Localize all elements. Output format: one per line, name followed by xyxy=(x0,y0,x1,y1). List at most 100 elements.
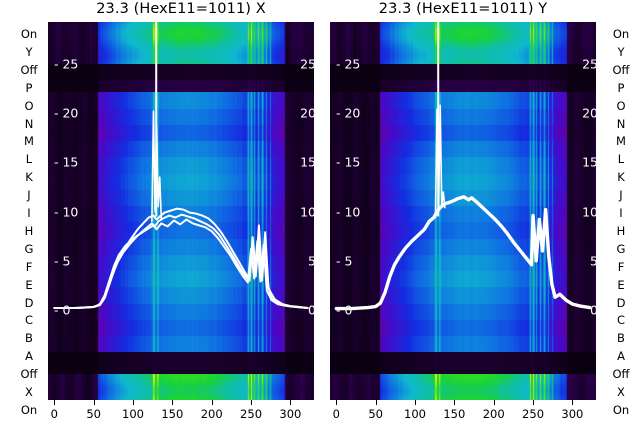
heatmap-region-main-body xyxy=(330,92,596,352)
panel-right: 23.3 (HexE11=1011) Y - 25 25 - 20 20 - 15 15 -… xyxy=(330,1,596,400)
y-tick-label-left-10: - 10 xyxy=(54,204,79,220)
category-label-right-17: B xyxy=(617,331,625,346)
category-label-left-16: C xyxy=(24,313,34,328)
category-label-left-6: M xyxy=(24,134,34,149)
category-label-left-14: E xyxy=(25,277,33,292)
category-label-left-3: P xyxy=(25,80,33,95)
category-label-left-9: J xyxy=(27,188,31,203)
trace-overlay xyxy=(53,22,309,310)
y-tick-label-left-0: - 0 xyxy=(54,302,71,318)
category-label-left-2: Off xyxy=(20,62,38,77)
x-tick-label-right-50: 50 xyxy=(368,407,383,421)
category-label-right-10: I xyxy=(619,206,623,221)
y-tick-label-left-10: - 10 xyxy=(336,204,361,220)
category-label-right-20: X xyxy=(617,385,625,400)
trace-trace-3 xyxy=(53,213,309,310)
y-tick-label-left-25: - 25 xyxy=(54,56,79,72)
category-label-left-19: Off xyxy=(20,367,38,382)
y-tick-label-left-5: - 5 xyxy=(336,253,353,269)
y-tick-label-right-10: 10 xyxy=(300,204,314,220)
category-label-right-19: Off xyxy=(612,367,630,382)
y-tick-label-right-5: 5 xyxy=(308,253,314,269)
category-label-right-7: L xyxy=(617,152,625,167)
category-label-left-4: O xyxy=(24,98,34,113)
category-label-right-8: K xyxy=(617,170,625,185)
y-tick-label-right-20: 20 xyxy=(300,105,314,121)
x-tick-label-right-0: 0 xyxy=(332,407,340,421)
category-label-left-15: D xyxy=(24,295,34,310)
y-tick-label-right-0: 0 xyxy=(308,302,314,318)
heatmap-region-gap-2 xyxy=(330,80,596,92)
y-tick-label-left-5: - 5 xyxy=(54,253,71,269)
category-label-left-1: Y xyxy=(25,44,33,59)
x-tick-label-left-0: 0 xyxy=(50,407,58,421)
category-label-right-14: E xyxy=(617,277,625,292)
y-tick-label-right-25: 25 xyxy=(582,56,596,72)
category-label-right-18: A xyxy=(617,349,625,364)
category-label-right-11: H xyxy=(616,223,626,238)
panel-left-title: 23.3 (HexE11=1011) X xyxy=(96,1,266,17)
y-tick-label-right-20: 20 xyxy=(582,105,596,121)
x-tick-right-50 xyxy=(375,400,377,405)
x-tick-label-right-150: 150 xyxy=(443,407,466,421)
panel-right-title: 23.3 (HexE11=1011) Y xyxy=(378,1,548,17)
category-label-right-12: G xyxy=(616,241,626,256)
heatmap-region-top-strip xyxy=(330,22,596,64)
x-tick-label-left-300: 300 xyxy=(279,407,302,421)
x-tick-label-right-200: 200 xyxy=(482,407,505,421)
x-tick-right-300 xyxy=(572,400,574,405)
y-tick-label-right-25: 25 xyxy=(300,56,314,72)
trace-trace-2 xyxy=(53,218,309,310)
x-tick-label-left-200: 200 xyxy=(200,407,223,421)
y-tick-label-left-25: - 25 xyxy=(336,56,361,72)
heatmap-region-bottom-strip xyxy=(330,374,596,400)
heatmap-region-top-strip xyxy=(48,22,314,64)
x-tick-label-right-100: 100 xyxy=(404,407,426,421)
x-tick-label-left-100: 100 xyxy=(122,407,144,421)
y-tick-label-left-15: - 15 xyxy=(54,154,79,170)
heatmap-region-gap-1 xyxy=(330,64,596,80)
heatmap-region-gap-2 xyxy=(48,80,314,92)
category-label-right-1: Y xyxy=(617,44,625,59)
trace-spike-cluster-130 xyxy=(434,104,446,219)
panel-left-plot-area[interactable]: - 25 25 - 20 20 - 15 15 - 10 10 - 5 5 - 0 0 xyxy=(48,22,314,400)
heatmap-region-main-body xyxy=(48,92,314,352)
panel-right-plot-area[interactable]: - 25 25 - 20 20 - 15 15 - 10 10 - 5 5 - 0 0 xyxy=(330,22,596,400)
y-tick-label-right-15: 15 xyxy=(582,154,596,170)
x-tick-left-300 xyxy=(290,400,292,405)
category-label-left-8: K xyxy=(25,170,33,185)
category-label-right-2: Off xyxy=(612,62,630,77)
category-label-left-13: F xyxy=(25,259,33,274)
category-label-left-5: N xyxy=(24,116,34,131)
category-label-right-6: M xyxy=(616,134,626,149)
y-tick-label-left-20: - 20 xyxy=(54,105,79,121)
left-category-axis: On Y Off P O N M L K J I H G F E D C B A Off X On xyxy=(12,22,46,417)
x-tick-left-150 xyxy=(172,400,174,405)
heatmap-region-gap-1 xyxy=(48,64,314,80)
y-tick-label-right-0: 0 xyxy=(590,302,596,318)
x-tick-right-100 xyxy=(414,400,416,405)
x-tick-right-200 xyxy=(493,400,495,405)
panel-left: 23.3 (HexE11=1011) X - 25 25- 20 20- 15 15-… xyxy=(48,1,314,400)
x-axis-left: 0 50 100 150 200 250 300 xyxy=(48,400,314,430)
x-tick-label-right-250: 250 xyxy=(522,407,545,421)
x-tick-left-200 xyxy=(211,400,213,405)
category-label-right-3: P xyxy=(617,80,625,95)
x-tick-label-left-50: 50 xyxy=(86,407,101,421)
trace-trace-main xyxy=(334,195,592,311)
x-tick-left-250 xyxy=(251,400,253,405)
category-label-left-17: B xyxy=(25,331,33,346)
category-label-left-7: L xyxy=(25,152,33,167)
y-tick-label-left-15: - 15 xyxy=(336,154,361,170)
x-tick-label-left-250: 250 xyxy=(240,407,263,421)
category-label-right-21: On xyxy=(612,403,630,417)
x-tick-left-100 xyxy=(132,400,134,405)
y-tick-label-right-5: 5 xyxy=(590,253,596,269)
y-tick-label-left-20: - 20 xyxy=(336,105,361,121)
category-label-right-4: O xyxy=(616,98,626,113)
x-tick-label-right-300: 300 xyxy=(561,407,584,421)
category-label-left-12: G xyxy=(24,241,34,256)
category-label-right-15: D xyxy=(616,295,626,310)
category-label-right-5: N xyxy=(616,116,626,131)
